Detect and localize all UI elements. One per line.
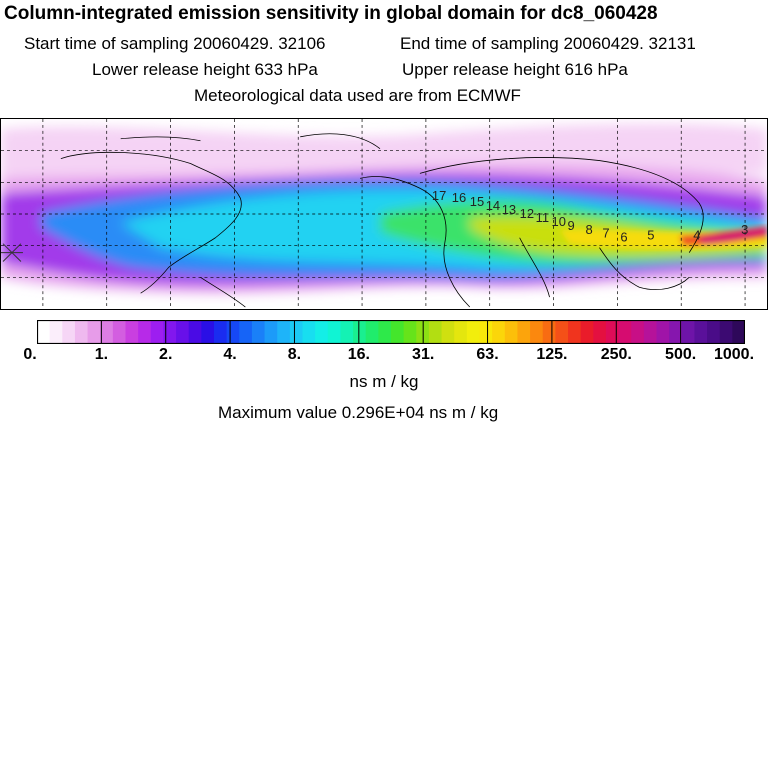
colorbar-cell — [138, 320, 152, 344]
colorbar-tick-label: 31. — [412, 346, 435, 363]
colorbar-cell — [353, 320, 367, 344]
colorbar-cell — [264, 320, 278, 344]
colorbar-cell — [492, 320, 506, 344]
colorbar-tick-label: 250. — [600, 346, 632, 363]
colorbar-cell — [580, 320, 594, 344]
colorbar-cell — [707, 320, 721, 344]
colorbar-cell — [87, 320, 101, 344]
colorbar-cell — [504, 320, 519, 344]
colorbar-cell — [605, 320, 620, 344]
plume-core — [559, 225, 767, 250]
colorbar-cell — [188, 320, 202, 344]
trajectory-day-labels: 17 16 15 14 13 12 11 10 9 8 7 6 5 4 3 — [432, 188, 748, 245]
maximum-value: Maximum value 0.296E+04 ns m / kg — [218, 403, 499, 422]
colorbar-cell — [315, 320, 329, 344]
colorbar-cell — [732, 320, 745, 344]
day-label: 11 — [536, 210, 549, 225]
colorbar-cell — [327, 320, 342, 344]
colorbar-tick-label: 2. — [159, 346, 173, 363]
colorbar-cell — [62, 320, 76, 344]
colorbar-cell — [201, 320, 215, 344]
day-label: 8 — [585, 222, 592, 237]
start-time: Start time of sampling 20060429. 32106 — [24, 34, 326, 53]
colorbar-tick-label: 125. — [536, 346, 568, 363]
colorbar-cell — [277, 320, 291, 344]
colorbar-cell — [214, 320, 228, 344]
day-label: 4 — [693, 228, 700, 243]
colorbar-cell — [454, 320, 468, 344]
plot-title: Column-integrated emission sensitivity i… — [4, 3, 658, 24]
colorbar-cell — [163, 320, 177, 344]
day-label: 16 — [452, 190, 466, 205]
colorbar-tick-label: 0. — [23, 346, 37, 363]
day-label: 14 — [486, 198, 500, 213]
colorbar-cell — [441, 320, 455, 344]
colorbar-cell — [694, 320, 708, 344]
colorbar-cell — [618, 320, 632, 344]
end-time: End time of sampling 20060429. 32131 — [400, 34, 696, 53]
colorbar-cell — [74, 320, 89, 344]
colorbar-cell — [530, 320, 544, 344]
day-label: 17 — [432, 188, 446, 203]
colorbar-tick-label: 16. — [347, 346, 370, 363]
colorbar-cell — [631, 320, 645, 344]
day-label: 9 — [568, 218, 575, 233]
sensitivity-map: 17 16 15 14 13 12 11 10 9 8 7 6 5 4 3 — [0, 118, 768, 310]
colorbar-cell — [365, 320, 379, 344]
colorbar-cell — [542, 320, 556, 344]
colorbar-cell — [568, 320, 582, 344]
colorbar-cell — [289, 320, 304, 344]
colorbar-cell — [340, 320, 354, 344]
day-label: 6 — [620, 230, 627, 245]
colorbar-tick-label: 63. — [476, 346, 499, 363]
grid — [1, 119, 767, 309]
colorbar-cell — [719, 320, 733, 344]
colorbar-tick-label: 1. — [94, 346, 109, 363]
day-label: 5 — [647, 228, 654, 243]
colorbar-cell — [555, 320, 569, 344]
colorbar-cell — [239, 320, 253, 344]
colorbar-cell — [391, 320, 405, 344]
colorbar-cell — [176, 320, 190, 344]
coastlines — [60, 133, 704, 308]
colorbar-cell — [150, 320, 165, 344]
day-label: 7 — [602, 226, 609, 241]
colorbar-cell — [479, 320, 493, 344]
colorbar-cell — [643, 320, 658, 344]
lower-release-height: Lower release height 633 hPa — [92, 60, 318, 79]
day-label: 15 — [470, 194, 484, 209]
colorbar-cell — [302, 320, 316, 344]
colorbar — [37, 320, 745, 344]
colorbar-cell — [125, 320, 139, 344]
colorbar-cell — [669, 320, 683, 344]
day-label: 3 — [741, 222, 748, 237]
colorbar-cell — [378, 320, 392, 344]
colorbar-cell — [593, 320, 607, 344]
colorbar-cell — [49, 320, 63, 344]
colorbar-ticks: 0. 1. 2. 4. 8. 16. 31. 63. 125. 250. 500. 1000. — [0, 346, 768, 366]
plume — [1, 123, 767, 294]
colorbar-units: ns m / kg — [349, 372, 419, 391]
colorbar-cell — [656, 320, 670, 344]
colorbar-cell — [112, 320, 127, 344]
colorbar-tick-label: 500. — [665, 346, 697, 363]
colorbar-cell — [681, 320, 696, 344]
colorbar-tick-label: 8. — [287, 346, 302, 363]
day-label: 13 — [502, 202, 516, 217]
colorbar-cell — [517, 320, 531, 344]
upper-release-height: Upper release height 616 hPa — [402, 60, 628, 79]
colorbar-cell — [226, 320, 240, 344]
colorbar-tick-label: 1000. — [713, 346, 755, 363]
day-label: 12 — [520, 206, 534, 221]
colorbar-cell — [403, 320, 417, 344]
colorbar-cell — [428, 320, 443, 344]
met-data-source: Meteorological data used are from ECMWF — [194, 86, 521, 105]
colorbar-cell — [37, 320, 51, 344]
colorbar-cell — [251, 320, 266, 344]
day-label: 10 — [552, 214, 566, 229]
colorbar-cell — [100, 320, 114, 344]
colorbar-tick-label: 4. — [223, 346, 237, 363]
colorbar-cell — [466, 320, 481, 344]
release-point-marker — [1, 243, 23, 262]
